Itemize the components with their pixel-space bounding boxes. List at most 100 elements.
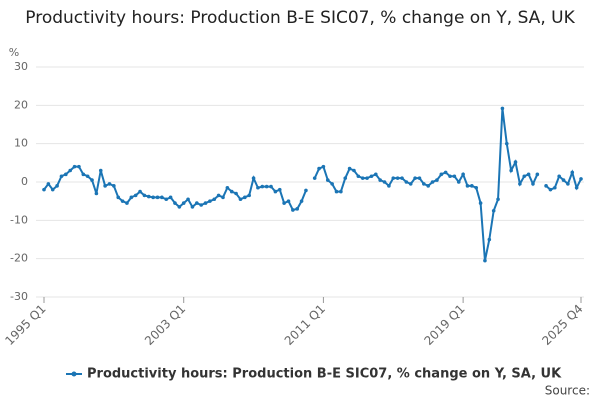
point — [417, 176, 422, 180]
point — [181, 201, 186, 205]
point — [413, 176, 417, 180]
point — [129, 195, 134, 200]
legend-marker — [71, 371, 77, 377]
point — [504, 141, 509, 146]
point — [352, 168, 356, 173]
point — [238, 197, 243, 202]
point — [133, 193, 138, 198]
point — [269, 184, 273, 189]
point — [509, 168, 513, 173]
point — [443, 170, 448, 175]
point — [256, 185, 260, 190]
point — [544, 184, 548, 188]
x-tick-label: 2011 Q1 — [282, 302, 328, 348]
point — [221, 195, 225, 200]
point — [325, 178, 330, 182]
point — [487, 237, 492, 242]
point — [247, 193, 251, 198]
point — [561, 178, 566, 182]
point — [299, 199, 304, 203]
point — [478, 201, 483, 205]
point — [574, 185, 579, 190]
point — [155, 195, 160, 200]
point — [387, 184, 391, 188]
point — [531, 182, 535, 186]
point — [548, 187, 553, 192]
point — [225, 185, 230, 190]
point — [369, 174, 374, 179]
y-tick-label: 10 — [14, 137, 28, 150]
point — [452, 174, 457, 179]
y-tick-label: -30 — [10, 290, 28, 303]
point — [304, 188, 308, 193]
point — [439, 172, 444, 177]
point — [77, 164, 81, 169]
point — [430, 180, 435, 184]
point — [500, 106, 505, 111]
point — [395, 176, 400, 180]
x-tick-label: 1995 Q1 — [2, 302, 48, 348]
point — [422, 182, 426, 186]
point — [68, 168, 72, 173]
point — [426, 184, 430, 188]
point — [522, 174, 527, 179]
point — [251, 176, 256, 180]
point — [98, 168, 103, 173]
point — [347, 166, 352, 171]
point — [374, 172, 378, 177]
y-tick-label: 0 — [21, 175, 28, 188]
point — [535, 172, 540, 177]
chart-title: Productivity hours: Production B-E SIC07… — [25, 8, 575, 28]
point — [566, 182, 570, 186]
point — [400, 176, 404, 180]
point — [291, 208, 295, 212]
point — [59, 174, 64, 179]
point — [435, 178, 439, 182]
point — [286, 199, 291, 203]
point — [518, 182, 522, 186]
point — [513, 160, 518, 164]
point — [168, 195, 173, 200]
point — [264, 184, 269, 189]
point — [173, 201, 177, 205]
point — [125, 201, 129, 205]
point — [317, 166, 321, 171]
point — [138, 189, 142, 194]
point — [116, 195, 121, 200]
point — [356, 174, 361, 179]
series-line — [43, 108, 582, 261]
point — [112, 184, 116, 188]
point — [339, 189, 343, 194]
point — [312, 176, 317, 180]
point — [343, 176, 348, 180]
point — [579, 177, 583, 181]
point — [321, 164, 326, 169]
point — [81, 172, 86, 177]
point — [282, 201, 286, 205]
point — [120, 199, 125, 203]
point — [72, 164, 77, 169]
point — [216, 193, 221, 198]
point — [55, 184, 59, 188]
point — [378, 178, 382, 182]
point — [90, 178, 94, 182]
point — [557, 174, 561, 179]
point — [277, 187, 282, 192]
point — [229, 189, 234, 194]
point — [160, 195, 164, 200]
point — [203, 201, 208, 205]
point — [483, 258, 487, 263]
point — [199, 203, 203, 207]
point — [448, 174, 452, 179]
point — [42, 187, 46, 192]
y-tick-label: -20 — [10, 252, 28, 265]
point — [177, 205, 182, 209]
y-tick-label: -10 — [10, 213, 28, 226]
point — [365, 176, 369, 180]
y-axis-label: % — [9, 46, 19, 59]
point — [212, 197, 217, 202]
point — [195, 201, 199, 205]
point — [470, 184, 474, 188]
point — [491, 208, 496, 213]
